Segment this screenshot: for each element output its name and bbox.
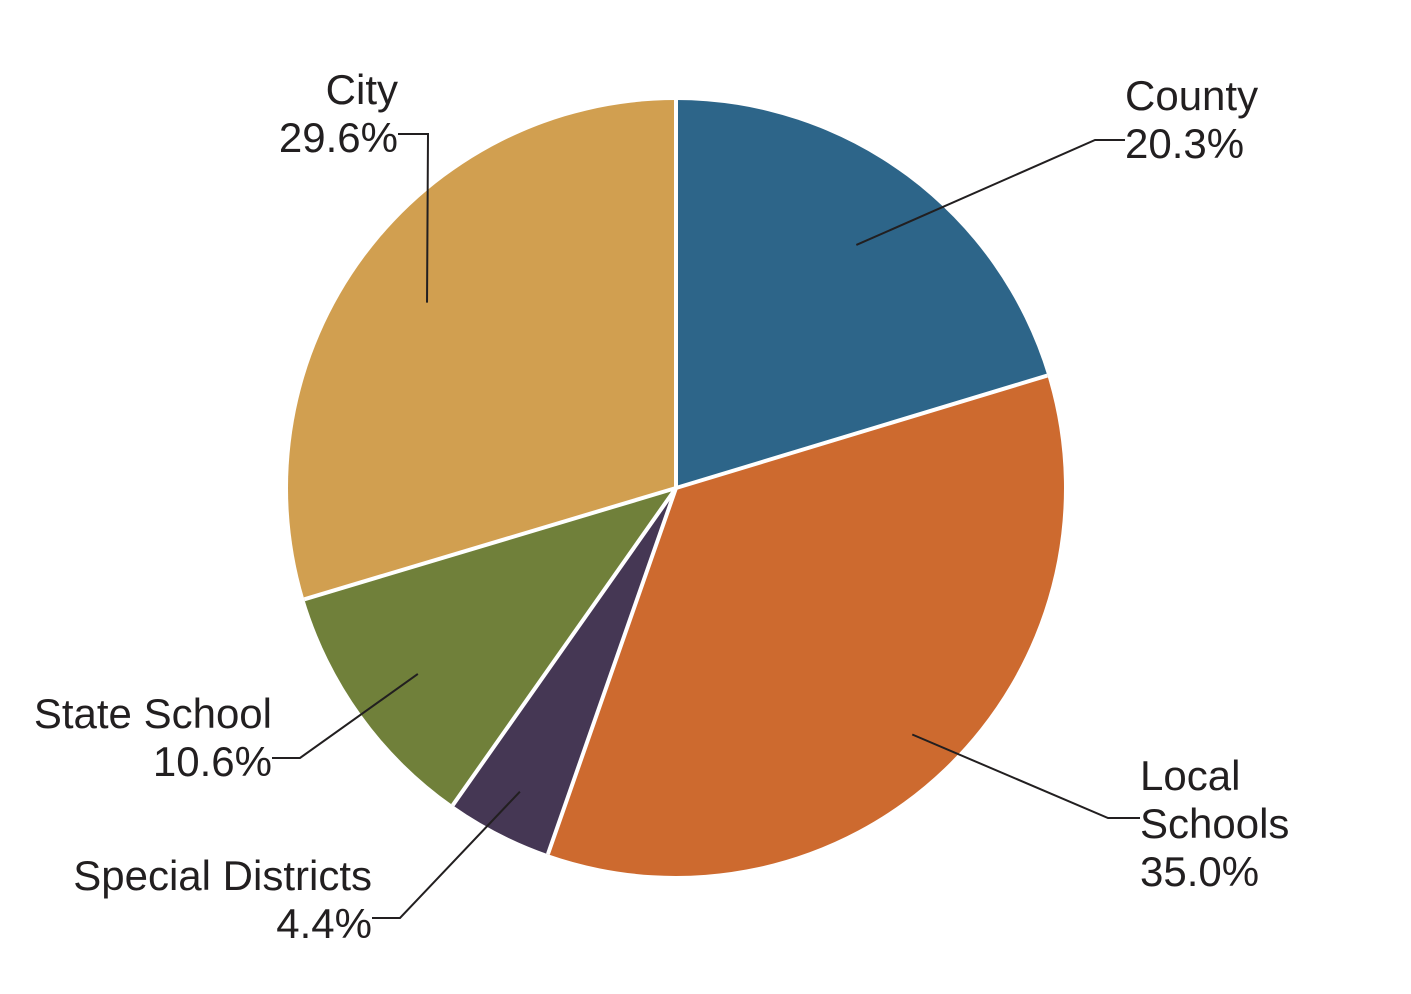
- slice-label-line: State School: [34, 690, 272, 737]
- slice-label-line: 4.4%: [276, 900, 372, 947]
- slice-label-line: 29.6%: [279, 114, 398, 161]
- slice-label-line: City: [326, 66, 398, 113]
- slice-label-line: 10.6%: [153, 738, 272, 785]
- slice-label-line: Special Districts: [73, 852, 372, 899]
- slice-label-line: Schools: [1140, 800, 1289, 847]
- slice-label-line: Local: [1140, 752, 1240, 799]
- slice-label: County20.3%: [1125, 72, 1258, 167]
- slice-label-line: 20.3%: [1125, 120, 1244, 167]
- slice-label-line: County: [1125, 72, 1258, 119]
- slice-label-line: 35.0%: [1140, 848, 1259, 895]
- pie-chart: County20.3% LocalSchools35.0% Special Dist…: [0, 0, 1411, 994]
